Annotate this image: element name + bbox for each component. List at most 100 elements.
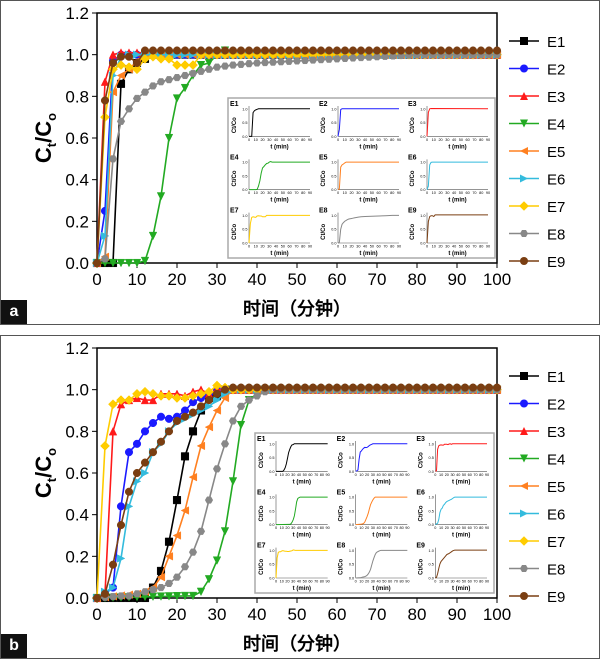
inset-y-tick-label: 1.0 — [242, 161, 247, 165]
chart-panel-a: 0 10 20 30 40 50 60 70 80 90 100 0.0 0.2 0.4 0.6 0.8 1.0… — [0, 0, 600, 325]
data-point-E2 — [188, 398, 198, 407]
inset-series-label: E7 — [230, 208, 239, 215]
inset-x-label: t (min) — [359, 198, 377, 204]
inset-y-tick-label: 0.5 — [242, 228, 247, 232]
data-point-E7 — [164, 391, 174, 401]
data-point-E9 — [268, 383, 278, 392]
data-point-E8 — [244, 396, 254, 404]
inset-x-tick-label: 40 — [363, 191, 367, 195]
data-point-E7 — [108, 399, 118, 410]
inset-x-tick-label: 20 — [349, 191, 353, 195]
inset-y-tick-label: 1.0 — [269, 549, 274, 553]
data-point-E8 — [348, 54, 358, 62]
inset-x-tick-label: 40 — [452, 138, 456, 142]
data-point-E6 — [132, 50, 142, 59]
data-point-E4 — [132, 258, 142, 268]
x-axis-label: 时间（分钟） — [243, 633, 351, 654]
data-point-E8 — [260, 59, 270, 67]
data-point-E9 — [436, 46, 446, 55]
data-point-E9 — [276, 46, 286, 55]
data-point-E8 — [212, 465, 222, 473]
inset-x-label: t (min) — [293, 533, 311, 539]
data-point-E7 — [196, 388, 206, 399]
inset-x-tick-label: 0 — [337, 245, 339, 249]
data-point-E7 — [116, 395, 126, 405]
inset-y-label: Ct/Co — [321, 170, 327, 186]
inset-x-tick-label: 90 — [326, 580, 330, 584]
inset-x-label: t (min) — [372, 586, 390, 592]
y-tick-label: 0.0 — [65, 589, 89, 608]
legend-label-E5: E5 — [547, 144, 565, 161]
data-point-E9 — [492, 383, 502, 392]
legend-marker-E9 — [520, 257, 528, 265]
data-point-E8 — [220, 440, 230, 448]
legend-label-E1: E1 — [547, 34, 565, 51]
inset-y-tick-label: 1.0 — [269, 496, 274, 500]
data-point-E9 — [484, 46, 494, 55]
x-tick-label: 0 — [92, 605, 101, 624]
data-point-E9 — [108, 58, 118, 68]
panel-label-b: b — [1, 634, 27, 658]
data-point-E9 — [428, 383, 438, 392]
data-point-E8 — [276, 58, 286, 66]
x-tick-label: 100 — [483, 270, 511, 289]
data-point-E4 — [204, 575, 214, 584]
data-point-E8 — [196, 67, 206, 75]
inset-curve-E4 — [275, 496, 328, 526]
data-point-E7 — [188, 391, 198, 401]
data-point-E9 — [92, 258, 102, 268]
data-point-E8 — [268, 58, 278, 66]
inset-series-label: E1 — [257, 436, 266, 443]
inset-x-tick-label: 20 — [285, 526, 289, 530]
data-point-E9 — [292, 383, 302, 392]
legend-label-E5: E5 — [547, 479, 565, 496]
legend-label-E7: E7 — [547, 199, 565, 216]
data-point-E8 — [100, 255, 110, 263]
inset-y-label: Ct/Co — [321, 224, 327, 240]
inset-x-tick-label: 70 — [473, 473, 477, 477]
inset-x-label: t (min) — [359, 144, 377, 150]
inset-x-tick-label: 0 — [275, 473, 277, 477]
inset-curve-E1 — [276, 443, 328, 472]
inset-curve-E2 — [355, 443, 408, 472]
data-point-E9 — [356, 383, 366, 392]
data-point-E7 — [180, 393, 190, 403]
x-tick-label: 10 — [128, 270, 147, 289]
x-tick-label: 60 — [328, 605, 347, 624]
data-point-E9 — [340, 46, 350, 55]
inset-y-tick-label: 0.0 — [269, 523, 274, 527]
inset-y-tick-label: 1.0 — [420, 161, 425, 165]
data-point-E8 — [300, 56, 310, 65]
inset-x-tick-label: 10 — [343, 245, 347, 249]
legend-marker-E4 — [520, 454, 528, 463]
inset-y-label: Ct/Co — [418, 505, 424, 521]
inset-y-tick-label: 0.0 — [429, 577, 434, 581]
inset-x-tick-label: 80 — [479, 245, 483, 249]
inset-y-tick-label: 1.0 — [420, 107, 425, 111]
data-point-E7 — [156, 391, 166, 401]
y-tick-label: 1.2 — [65, 4, 89, 23]
inset-x-tick-label: 30 — [445, 191, 449, 195]
inset-E8: E8 Ct/Co 0.0 0.5 1.0 0 10 20 30 40 50 60 70 80 90 t (mi… — [337, 543, 410, 592]
y-axis-label: Ct/Co — [31, 448, 59, 498]
x-tick-label: 30 — [208, 270, 227, 289]
inset-x-tick-label: 10 — [439, 473, 443, 477]
y-tick-label: 0.0 — [65, 254, 89, 273]
inset-y-tick-label: 1.0 — [331, 161, 336, 165]
inset-x-tick-label: 10 — [254, 245, 258, 249]
inset-x-tick-label: 40 — [297, 580, 301, 584]
inset-y-label: Ct/Co — [339, 559, 345, 575]
inset-x-tick-label: 50 — [370, 245, 374, 249]
inset-x-tick-label: 30 — [450, 580, 454, 584]
data-point-E9 — [444, 383, 454, 392]
inset-x-tick-label: 10 — [343, 138, 347, 142]
legend-label-E6: E6 — [547, 507, 565, 524]
inset-y-label: Ct/Co — [259, 452, 265, 468]
data-point-E5 — [220, 393, 230, 403]
data-point-E9 — [308, 46, 318, 55]
inset-x-tick-label: 30 — [291, 580, 295, 584]
inset-x-tick-label: 20 — [285, 473, 289, 477]
data-point-E3 — [100, 77, 110, 86]
